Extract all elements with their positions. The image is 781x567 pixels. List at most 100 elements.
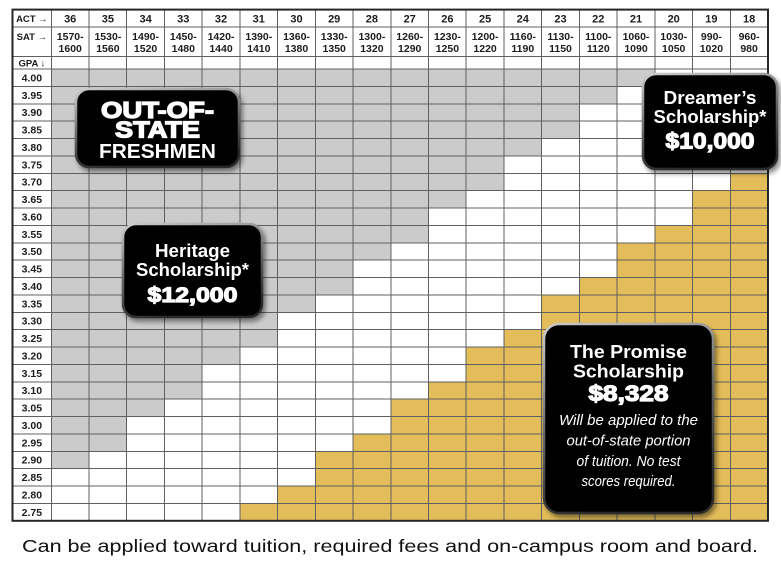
svg-text:1200-: 1200- xyxy=(472,31,499,43)
svg-text:29: 29 xyxy=(328,14,340,26)
svg-text:32: 32 xyxy=(215,14,227,26)
svg-text:2.75: 2.75 xyxy=(22,507,43,519)
svg-text:3.80: 3.80 xyxy=(22,142,43,154)
svg-text:18: 18 xyxy=(743,14,755,26)
svg-text:Heritage: Heritage xyxy=(155,240,230,261)
svg-text:1050: 1050 xyxy=(662,43,686,55)
svg-text:1250: 1250 xyxy=(436,43,460,55)
svg-text:980: 980 xyxy=(740,43,758,55)
svg-text:27: 27 xyxy=(404,14,416,26)
svg-text:3.00: 3.00 xyxy=(22,420,43,432)
svg-text:1220: 1220 xyxy=(473,43,497,55)
svg-text:24: 24 xyxy=(517,14,530,26)
svg-text:1060-: 1060- xyxy=(623,31,650,43)
svg-text:20: 20 xyxy=(668,14,680,26)
svg-text:23: 23 xyxy=(554,14,566,26)
svg-text:1190: 1190 xyxy=(511,43,534,55)
svg-text:1560: 1560 xyxy=(96,43,120,55)
svg-text:1380: 1380 xyxy=(285,43,309,55)
svg-text:Can be applied toward tuition,: Can be applied toward tuition, required … xyxy=(22,536,758,556)
svg-text:1330-: 1330- xyxy=(321,31,348,43)
svg-text:22: 22 xyxy=(592,14,604,26)
svg-text:1420-: 1420- xyxy=(208,31,235,43)
svg-text:$10,000: $10,000 xyxy=(666,129,755,154)
svg-text:1350: 1350 xyxy=(323,43,347,55)
svg-text:1130-: 1130- xyxy=(547,31,574,43)
svg-text:36: 36 xyxy=(64,14,76,26)
svg-text:1450-: 1450- xyxy=(170,31,197,43)
svg-text:Scholarship*: Scholarship* xyxy=(136,259,250,280)
svg-text:3.55: 3.55 xyxy=(22,229,43,241)
svg-text:OUT-OF-: OUT-OF- xyxy=(101,97,214,123)
svg-text:35: 35 xyxy=(102,14,114,26)
svg-text:3.65: 3.65 xyxy=(22,194,43,206)
svg-text:out-of-state portion: out-of-state portion xyxy=(567,433,691,450)
svg-text:21: 21 xyxy=(630,14,642,26)
svg-text:STATE: STATE xyxy=(115,117,200,143)
svg-text:FRESHMEN: FRESHMEN xyxy=(99,141,216,163)
svg-text:3.20: 3.20 xyxy=(22,350,43,362)
svg-text:1260-: 1260- xyxy=(396,31,423,43)
svg-text:3.05: 3.05 xyxy=(22,403,43,415)
svg-text:2.85: 2.85 xyxy=(22,472,43,484)
svg-text:33: 33 xyxy=(177,14,189,26)
svg-text:scores required.: scores required. xyxy=(582,473,676,490)
svg-text:3.90: 3.90 xyxy=(22,107,43,119)
svg-text:1100-: 1100- xyxy=(585,31,612,43)
svg-text:Scholarship*: Scholarship* xyxy=(654,106,768,127)
svg-text:1600: 1600 xyxy=(59,43,83,55)
svg-text:3.70: 3.70 xyxy=(22,177,43,189)
svg-text:19: 19 xyxy=(705,14,717,26)
svg-text:3.35: 3.35 xyxy=(22,298,43,310)
svg-text:26: 26 xyxy=(441,14,453,26)
svg-text:1290: 1290 xyxy=(398,43,422,55)
svg-text:GPA ↓: GPA ↓ xyxy=(18,59,45,70)
svg-text:Will be applied to the: Will be applied to the xyxy=(559,412,698,429)
svg-text:1390-: 1390- xyxy=(245,31,272,43)
svg-text:1530-: 1530- xyxy=(94,31,121,43)
svg-text:1150: 1150 xyxy=(549,43,572,55)
svg-text:3.15: 3.15 xyxy=(22,368,43,380)
svg-text:4.00: 4.00 xyxy=(22,72,43,84)
svg-text:3.30: 3.30 xyxy=(22,316,43,328)
svg-text:1360-: 1360- xyxy=(283,31,310,43)
svg-text:Dreamer’s: Dreamer’s xyxy=(664,87,757,108)
svg-text:1570-: 1570- xyxy=(57,31,84,43)
svg-text:960-: 960- xyxy=(739,31,761,43)
svg-text:SAT →: SAT → xyxy=(17,32,47,43)
svg-text:1440: 1440 xyxy=(209,43,233,55)
svg-text:3.45: 3.45 xyxy=(22,264,43,276)
svg-text:3.10: 3.10 xyxy=(22,385,43,397)
svg-text:$12,000: $12,000 xyxy=(148,283,238,307)
svg-text:1020: 1020 xyxy=(700,43,724,55)
svg-text:1490-: 1490- xyxy=(132,31,159,43)
svg-text:1230-: 1230- xyxy=(434,31,461,43)
svg-text:2.80: 2.80 xyxy=(22,489,43,501)
svg-text:3.40: 3.40 xyxy=(22,281,43,293)
svg-text:990-: 990- xyxy=(701,31,723,43)
svg-text:1480: 1480 xyxy=(172,43,196,55)
svg-text:1320: 1320 xyxy=(360,43,384,55)
svg-text:1520: 1520 xyxy=(134,43,158,55)
svg-text:The Promise: The Promise xyxy=(570,341,687,362)
svg-text:2.95: 2.95 xyxy=(22,437,43,449)
svg-text:2.90: 2.90 xyxy=(22,455,43,467)
svg-text:1160-: 1160- xyxy=(510,31,537,43)
svg-text:3.95: 3.95 xyxy=(22,90,43,102)
svg-text:3.25: 3.25 xyxy=(22,333,43,345)
svg-text:3.50: 3.50 xyxy=(22,246,43,258)
svg-text:1030-: 1030- xyxy=(660,31,687,43)
svg-text:of tuition. No test: of tuition. No test xyxy=(577,453,682,470)
svg-text:28: 28 xyxy=(366,14,378,26)
svg-text:$8,328: $8,328 xyxy=(589,381,669,406)
svg-text:3.85: 3.85 xyxy=(22,125,43,137)
svg-text:31: 31 xyxy=(253,14,265,26)
svg-text:1120: 1120 xyxy=(587,43,610,55)
svg-text:Scholarship: Scholarship xyxy=(573,360,684,381)
svg-text:25: 25 xyxy=(479,14,491,26)
svg-text:1090: 1090 xyxy=(624,43,648,55)
svg-text:3.60: 3.60 xyxy=(22,211,43,223)
svg-text:34: 34 xyxy=(139,14,152,26)
svg-text:1410: 1410 xyxy=(247,43,271,55)
svg-text:3.75: 3.75 xyxy=(22,159,43,171)
